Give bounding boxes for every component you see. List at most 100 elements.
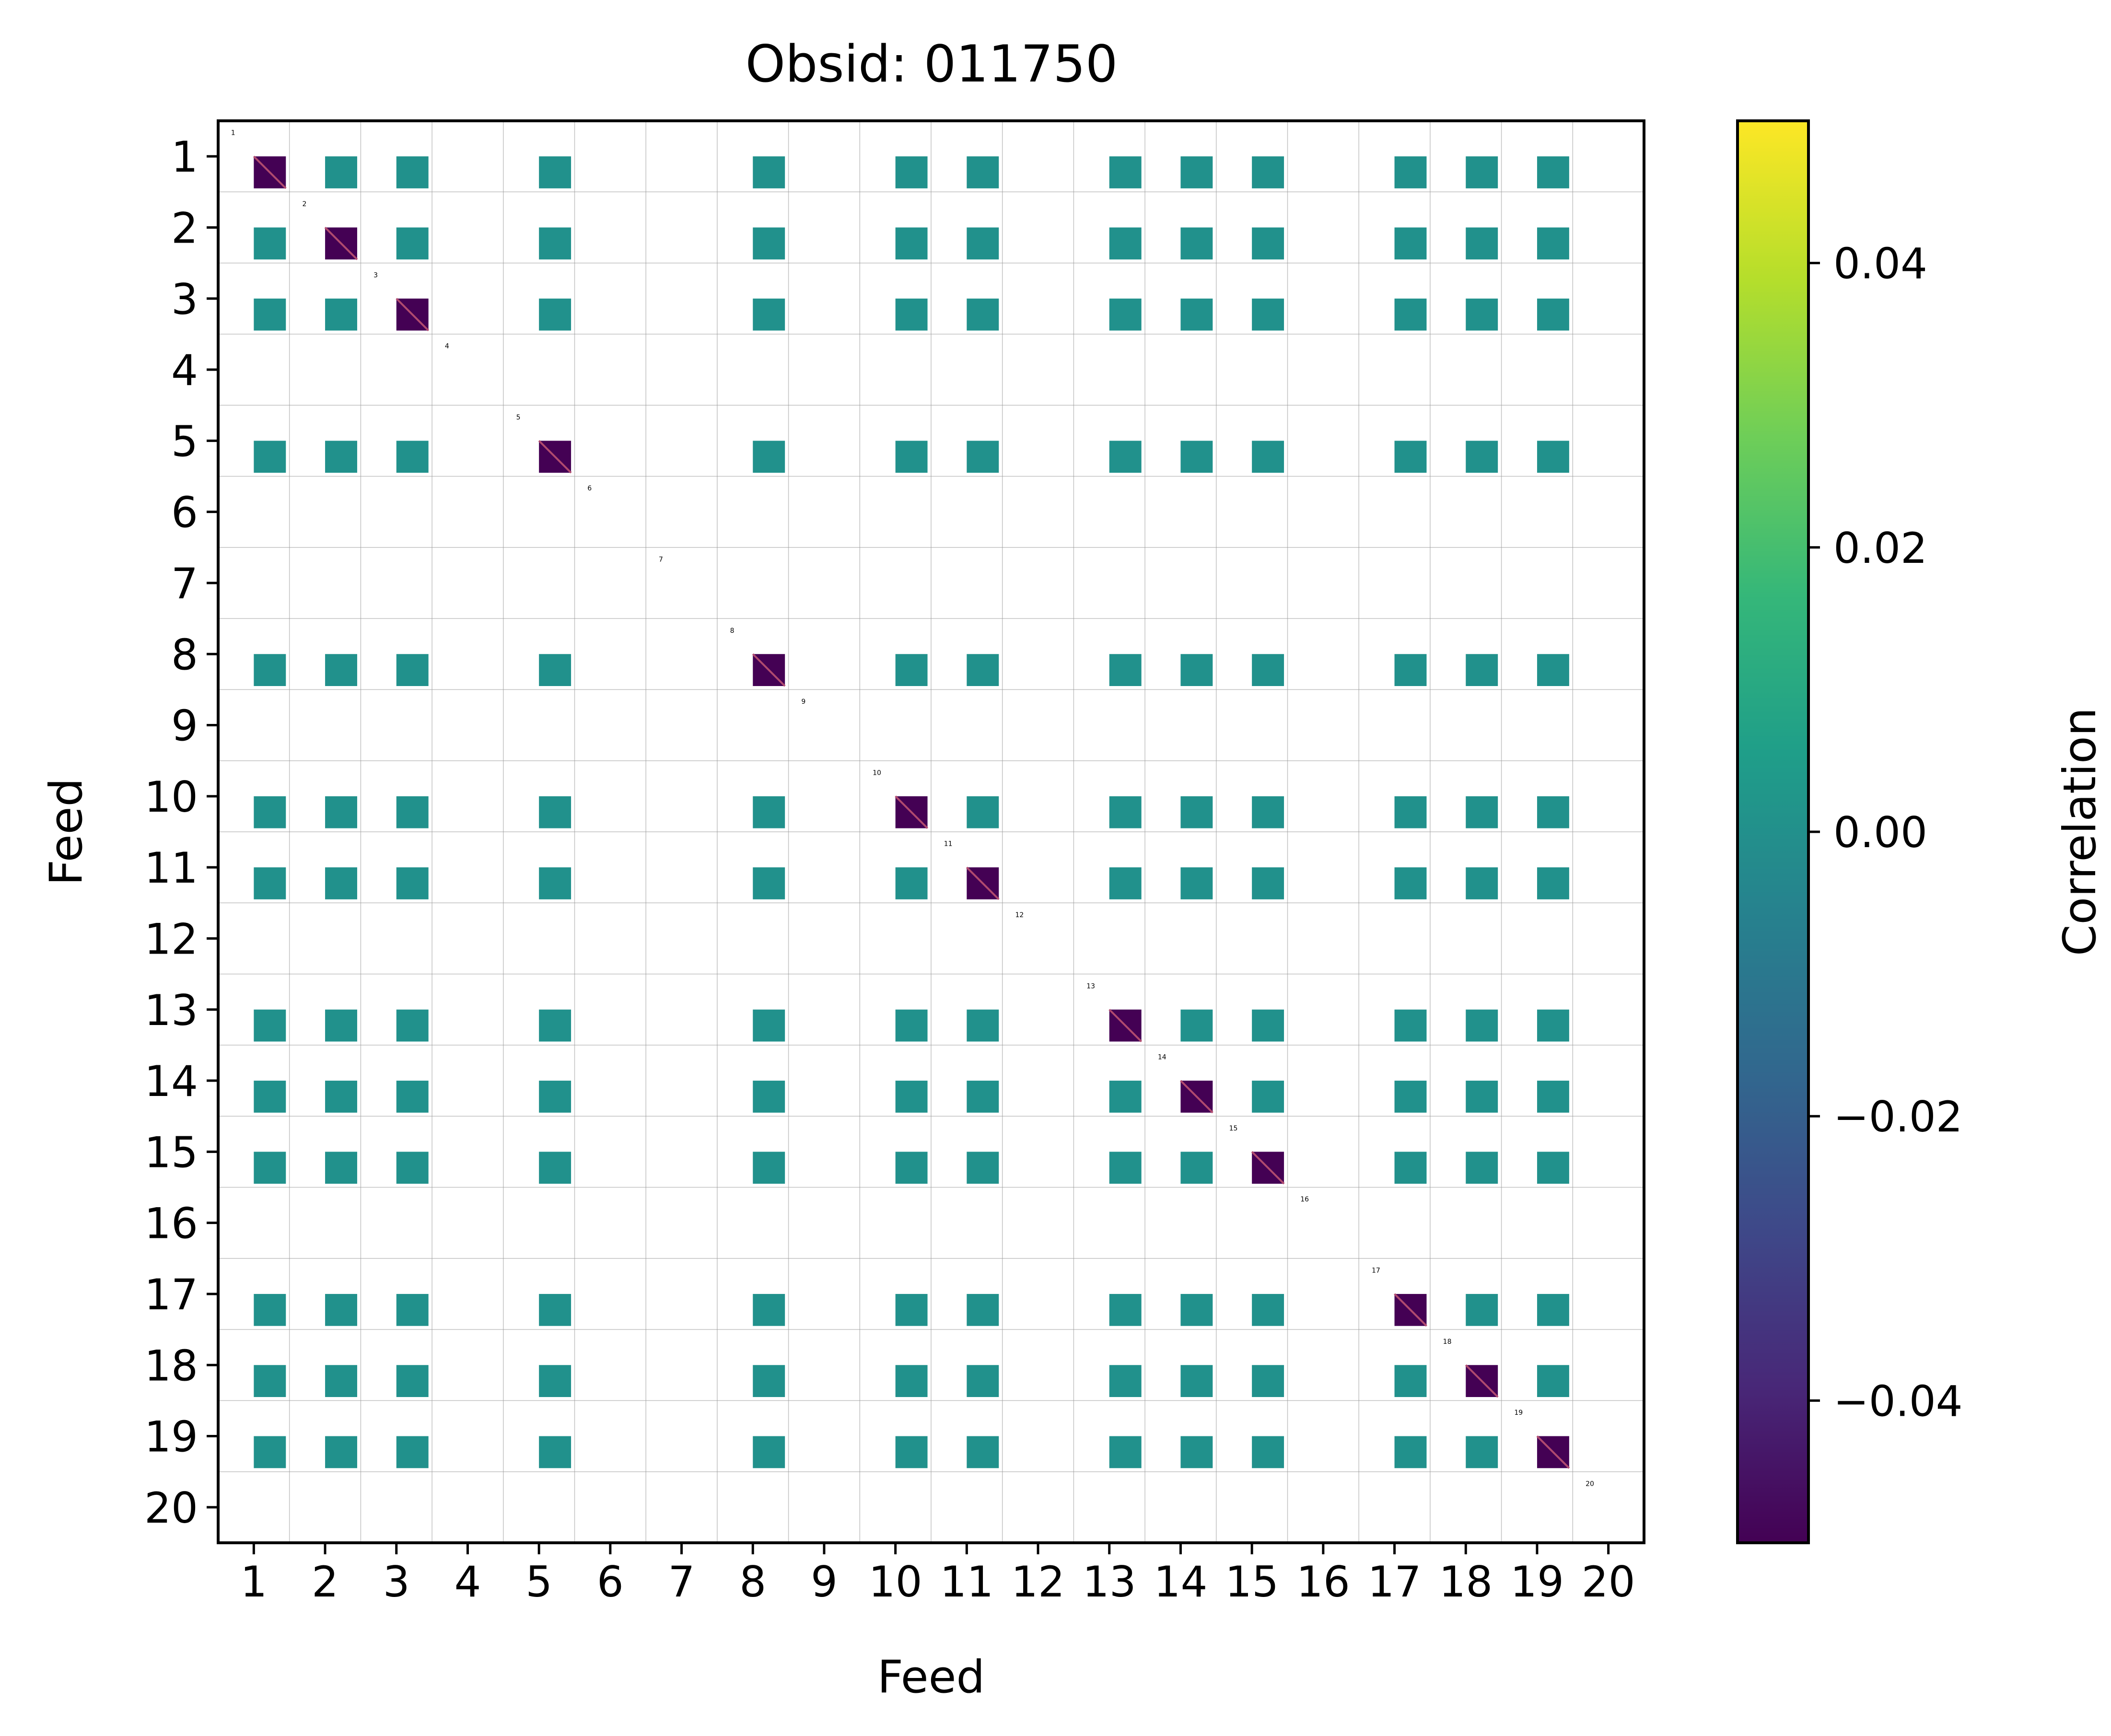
y-tick-label: 8 <box>171 630 198 679</box>
heatmap-cell-14-5 <box>539 1081 571 1113</box>
heatmap-cell-19-5 <box>539 1436 571 1468</box>
heatmap-cell-8-11 <box>967 654 999 686</box>
heatmap-cell-5-8 <box>753 441 785 473</box>
heatmap-cell-13-11 <box>967 1009 999 1042</box>
heatmap-diagonal-line-8 <box>752 653 786 687</box>
heatmap-cell-8-5 <box>539 654 571 686</box>
heatmap-cell-8-17 <box>1394 654 1427 686</box>
heatmap-cell-5-2 <box>325 441 357 473</box>
heatmap-diagonal-line-17 <box>1394 1293 1427 1327</box>
heatmap-cell-17-8 <box>753 1293 785 1326</box>
heatmap-cell-3-8 <box>753 298 785 331</box>
heatmap-cell-17-14 <box>1180 1293 1213 1326</box>
y-tick-label: 9 <box>171 701 198 751</box>
heatmap-cell-17-19 <box>1537 1293 1569 1326</box>
heatmap-cell-8-1 <box>254 654 286 686</box>
colorbar-tick-label: −0.04 <box>1833 1376 1963 1426</box>
heatmap-cell-5-19 <box>1537 441 1569 473</box>
heatmap-cell-1-14 <box>1180 156 1213 188</box>
colorbar-tick-label: 0.02 <box>1833 524 1927 573</box>
heatmap-cell-3-2 <box>325 298 357 331</box>
y-tick-label: 13 <box>144 986 198 1035</box>
heatmap-cell-13-14 <box>1180 1009 1213 1042</box>
feed-label-3: 3 <box>373 271 378 279</box>
feed-label-19: 19 <box>1514 1409 1523 1417</box>
heatmap-diagonal-line-2 <box>324 227 358 260</box>
heatmap-cell-19-8 <box>753 1436 785 1468</box>
heatmap-cell-10-3 <box>396 796 429 828</box>
y-tick-label: 15 <box>144 1128 198 1177</box>
heatmap-cell-19-17 <box>1394 1436 1427 1468</box>
heatmap-cell-10-18 <box>1466 796 1498 828</box>
heatmap-cell-19-13 <box>1109 1436 1142 1468</box>
heatmap-cell-13-2 <box>325 1009 357 1042</box>
feed-label-1: 1 <box>231 129 235 137</box>
heatmap-cell-8-19 <box>1537 654 1569 686</box>
heatmap-cell-10-15 <box>1252 796 1284 828</box>
heatmap-cell-3-19 <box>1537 298 1569 331</box>
heatmap-cell-5-1 <box>254 441 286 473</box>
x-tick-label: 13 <box>1083 1557 1136 1607</box>
heatmap-cell-5-14 <box>1180 441 1213 473</box>
heatmap-cell-11-17 <box>1394 867 1427 899</box>
heatmap-cell-13-15 <box>1252 1009 1284 1042</box>
heatmap-cell-1-10 <box>895 156 928 188</box>
x-axis-ticks: 1 2 3 4 5 6 7 8 9 10 11 12 13 14 15 16 17 18 19 20 <box>240 1543 1635 1607</box>
heatmap-cell-14-19 <box>1537 1081 1569 1113</box>
heatmap-diagonal-line-1 <box>253 155 287 189</box>
heatmap-cell-5-15 <box>1252 441 1284 473</box>
y-tick-label: 7 <box>171 559 198 608</box>
heatmap-cell-14-3 <box>396 1081 429 1113</box>
heatmap-cell-19-10 <box>895 1436 928 1468</box>
heatmap-cell-15-2 <box>325 1152 357 1184</box>
feed-label-14: 14 <box>1158 1054 1166 1061</box>
heatmap-diagonal-line-11 <box>966 866 1000 900</box>
colorbar-tick-label: −0.02 <box>1833 1092 1963 1142</box>
heatmap-cell-13-17 <box>1394 1009 1427 1042</box>
heatmap-cell-15-19 <box>1537 1152 1569 1184</box>
heatmap-cell-13-19 <box>1537 1009 1569 1042</box>
feed-label-18: 18 <box>1443 1338 1452 1346</box>
heatmap-cell-3-10 <box>895 298 928 331</box>
feed-label-7: 7 <box>659 556 663 563</box>
feed-label-20: 20 <box>1586 1480 1594 1488</box>
heatmap-cell-14-2 <box>325 1081 357 1113</box>
x-tick-label: 1 <box>240 1557 267 1607</box>
heatmap-cell-18-19 <box>1537 1365 1569 1397</box>
heatmap-cell-17-10 <box>895 1293 928 1326</box>
x-tick-label: 7 <box>668 1557 695 1607</box>
colorbar-tick-label: 0.04 <box>1833 239 1927 289</box>
heatmap-cell-3-17 <box>1394 298 1427 331</box>
y-tick-label: 10 <box>144 772 198 822</box>
heatmap-cell-13-1 <box>254 1009 286 1042</box>
heatmap-cell-8-14 <box>1180 654 1213 686</box>
heatmap-cell-5-11 <box>967 441 999 473</box>
heatmap-cell-18-14 <box>1180 1365 1213 1397</box>
heatmap-cell-1-13 <box>1109 156 1142 188</box>
heatmap-cell-8-15 <box>1252 654 1284 686</box>
heatmap-cell-3-11 <box>967 298 999 331</box>
heatmap-cell-11-3 <box>396 867 429 899</box>
heatmap-cell-13-3 <box>396 1009 429 1042</box>
feed-label-13: 13 <box>1086 982 1095 990</box>
y-tick-label: 20 <box>144 1483 198 1533</box>
heatmap-cell-5-10 <box>895 441 928 473</box>
heatmap-diagonal-line-19 <box>1536 1435 1570 1469</box>
heatmap-cell-2-15 <box>1252 227 1284 260</box>
heatmap-cell-14-13 <box>1109 1081 1142 1113</box>
y-tick-label: 19 <box>144 1412 198 1462</box>
feed-label-15: 15 <box>1229 1125 1238 1132</box>
heatmap-cell-17-2 <box>325 1293 357 1326</box>
heatmap-cell-18-3 <box>396 1365 429 1397</box>
heatmap-cell-10-17 <box>1394 796 1427 828</box>
heatmap-cell-18-17 <box>1394 1365 1427 1397</box>
heatmap-diagonal-line-10 <box>895 795 928 829</box>
heatmap-cell-17-1 <box>254 1293 286 1326</box>
heatmap-cell-10-19 <box>1537 796 1569 828</box>
heatmap-cell-1-3 <box>396 156 429 188</box>
feed-label-5: 5 <box>516 414 521 421</box>
heatmap-cell-8-13 <box>1109 654 1142 686</box>
y-tick-label: 17 <box>144 1270 198 1319</box>
